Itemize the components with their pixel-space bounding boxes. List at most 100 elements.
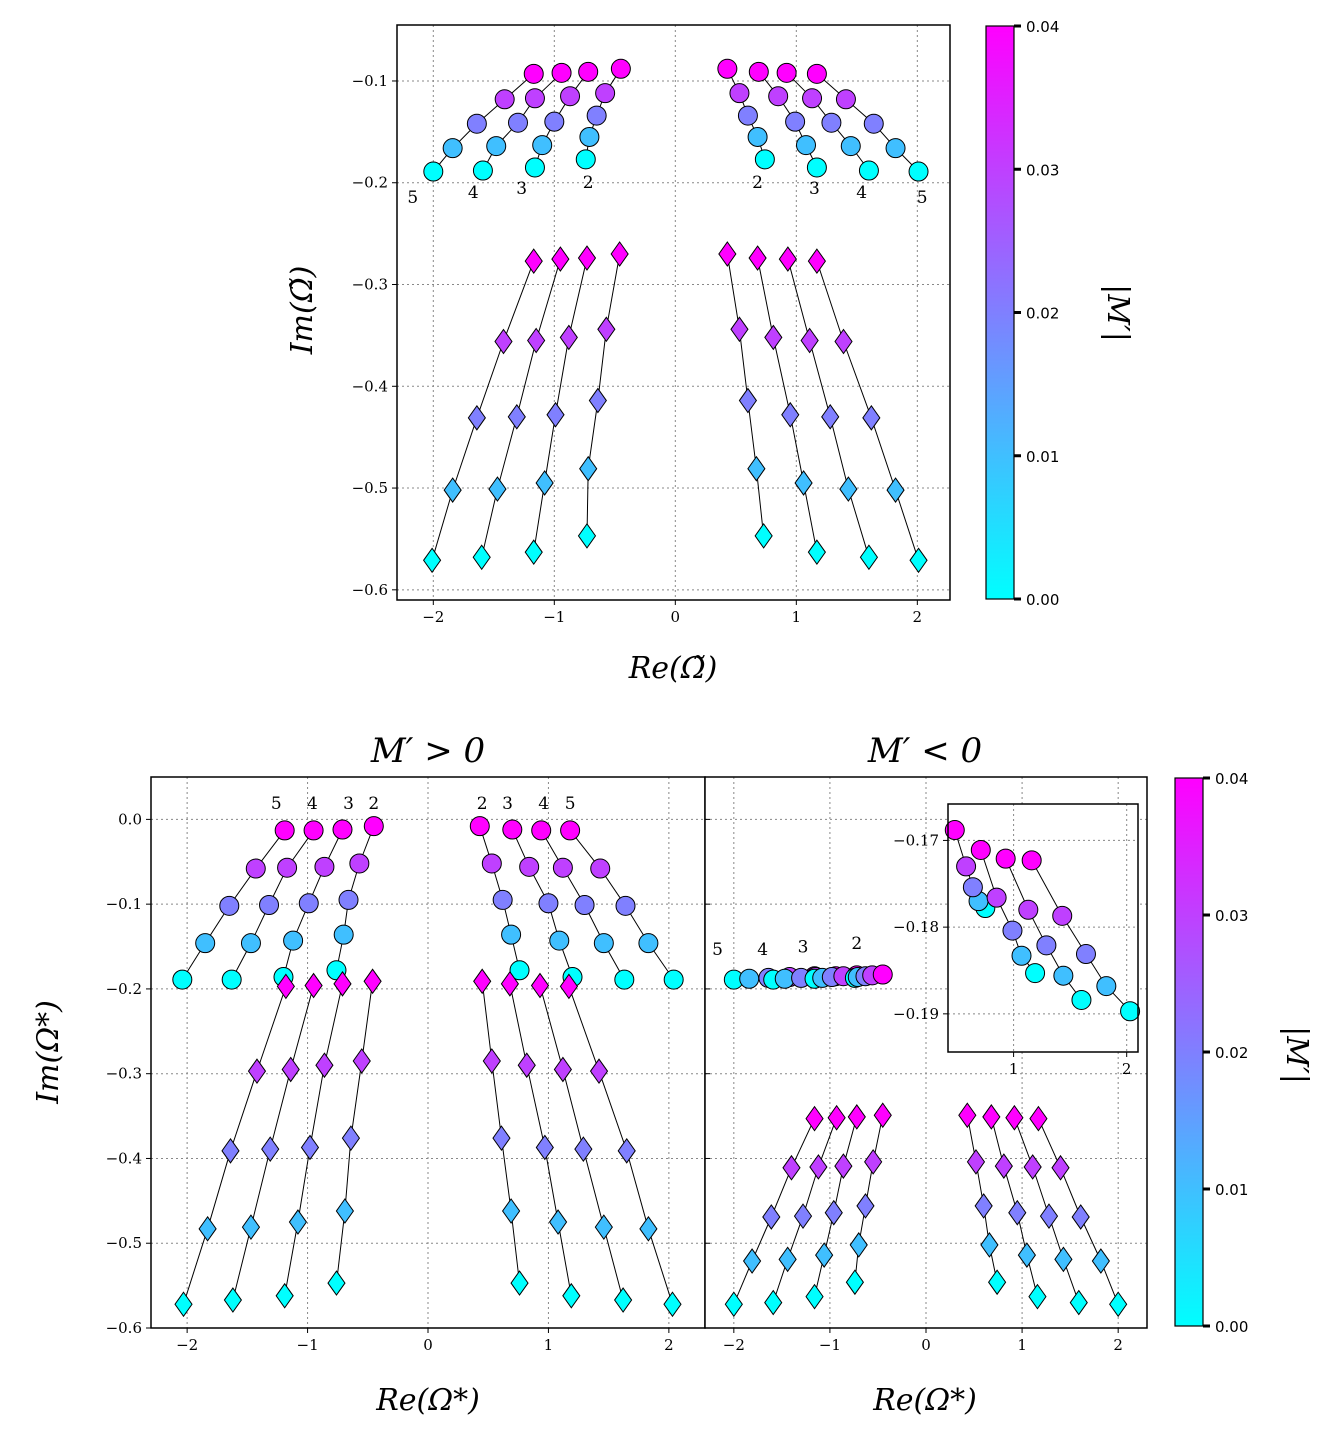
top-circle-point (754, 149, 775, 170)
cb-top-tick-label: 0.04 (1026, 18, 1059, 36)
top-circle-point (785, 111, 806, 132)
bottom-left-circle-point (502, 819, 523, 840)
bottom-colorbar: 0.00 0.01 0.02 0.03 0.04 (1174, 770, 1248, 1336)
top-diamond-point (748, 245, 767, 271)
bottom-left-ytick-label: −0.4 (106, 1149, 142, 1167)
bottom-right-diamond-point (762, 1204, 781, 1230)
inset-circle-point (1025, 963, 1046, 984)
cb-top-tick-label: 0.03 (1026, 161, 1059, 179)
bottom-left-ytick-label: −0.2 (106, 980, 142, 998)
bottom-left-ytick-label: 0.0 (118, 810, 142, 828)
bottom-left-diamond-point (247, 1058, 267, 1085)
top-circle-point (863, 113, 884, 134)
bottom-left-diamond-point (492, 1125, 511, 1151)
bottom-right-diamond-point (805, 1105, 824, 1132)
top-circle-point (472, 160, 493, 181)
top-diamond-point (909, 547, 928, 574)
top-frame (396, 24, 951, 601)
inset-circle-point (986, 887, 1007, 908)
bottom-left-circle-point (363, 816, 384, 837)
bottom-right-xtick-label: −1 (819, 1336, 841, 1354)
top-circle-point (544, 111, 565, 132)
top-colorbar-label: |M′| (1100, 284, 1135, 342)
bottom-left-diamond-point (617, 1137, 636, 1164)
bottom-left-diamond-point (482, 1048, 501, 1074)
top-circle-point (748, 61, 769, 82)
bottom-left-circle-point (590, 858, 611, 879)
bottom-right-diamond-point (873, 1102, 892, 1129)
bottom-right-xtick-label: 0 (921, 1336, 931, 1354)
bottom-left-xtick-label: 0 (423, 1336, 433, 1354)
top-circle-point (835, 89, 856, 110)
bottom-left-diamond-point (327, 1270, 346, 1296)
top-xtick-label: 0 (671, 608, 681, 626)
top-circle-point (858, 160, 879, 181)
top-circle-point (508, 112, 529, 133)
top-circle-point (579, 126, 600, 147)
top-circle-point (717, 58, 738, 79)
bottom-left-circle-point (221, 969, 242, 990)
inset-circle-point (1071, 989, 1092, 1010)
bottom-right-diamond-point (1039, 1203, 1059, 1229)
top-mode-label: 3 (809, 179, 820, 199)
bottom-right-diamond-point (849, 1232, 868, 1258)
top-circle-point (524, 157, 545, 178)
inset-circle-point (944, 820, 965, 841)
top-circle-point (806, 63, 827, 84)
top-circle-point (806, 157, 827, 178)
top-circle-point (776, 62, 797, 83)
bottom-right-xtick-label: −2 (723, 1336, 745, 1354)
bottom-left-ylabel: Im(Ω*) (31, 1000, 66, 1105)
bottom-left-circle-point (277, 857, 298, 878)
bottom-left-diamond-point (288, 1209, 308, 1235)
bottom-left-diamond-point (241, 1214, 261, 1240)
top-circle-point (802, 88, 823, 109)
top-diamond-point (577, 523, 597, 549)
bottom-right-diamond-point (856, 1193, 875, 1219)
bottom-left-diamond-point (276, 973, 295, 1000)
top-diamond-point (579, 455, 598, 482)
bottom-left-circle-point (481, 853, 502, 874)
bottom-left-circle-point (614, 969, 635, 990)
bottom-left-diamond-point (530, 972, 550, 999)
inset-circle-point (1052, 905, 1073, 926)
bottom-right-diamond-point (845, 1269, 865, 1296)
cb-top-tick-label: 0.00 (1026, 591, 1059, 609)
top-diamond-point (559, 324, 578, 351)
top-diamond-point (507, 403, 526, 430)
top-diamond-point (472, 544, 491, 571)
bottom-left-diamond-point (510, 1270, 529, 1296)
bottom-right-mode-label: 2 (851, 934, 862, 954)
bottom-left-xtick-label: 1 (544, 1336, 554, 1354)
bottom-left-mode-label: 5 (565, 794, 576, 814)
bottom-right-diamond-point (1008, 1199, 1027, 1226)
top-ytick-label: −0.5 (352, 479, 388, 497)
top-circle-point (610, 58, 631, 79)
bottom-left-circle-point (519, 856, 540, 877)
top-ytick-label: −0.6 (352, 581, 388, 599)
top-mode-label: 4 (468, 183, 479, 203)
bottom-right-mode-label: 3 (798, 937, 809, 957)
top-circle-point (486, 136, 507, 157)
bottom-left-diamond-point (300, 1134, 320, 1161)
inset-circle-point (962, 877, 983, 898)
inset-circle-point (995, 848, 1016, 869)
cb-top-gradient (985, 25, 1015, 600)
inset-plot: 1 2 −0.17 −0.18 −0.19 (893, 803, 1141, 1078)
bottom-right-diamond-point (966, 1148, 986, 1175)
bottom-left-circle-point (638, 933, 659, 954)
top-diamond-point (546, 401, 565, 428)
bottom-left-circle-point (172, 969, 193, 990)
top-circle-point (524, 88, 545, 109)
cb-bot-tick-label: 0.03 (1215, 907, 1248, 925)
top-ytick-label: −0.1 (352, 72, 388, 90)
bottom-left-mode-label: 4 (307, 794, 318, 814)
bottom-left-circle-point (332, 819, 353, 840)
top-circle-point (466, 113, 487, 134)
bottom-left-circle-point (338, 889, 359, 910)
top-diamond-point (807, 539, 827, 566)
bottom-left-diamond-point (589, 1058, 609, 1085)
top-diamond-point (821, 403, 840, 430)
bottom-left-diamond-point (639, 1215, 658, 1242)
top-diamond-point (839, 476, 858, 502)
